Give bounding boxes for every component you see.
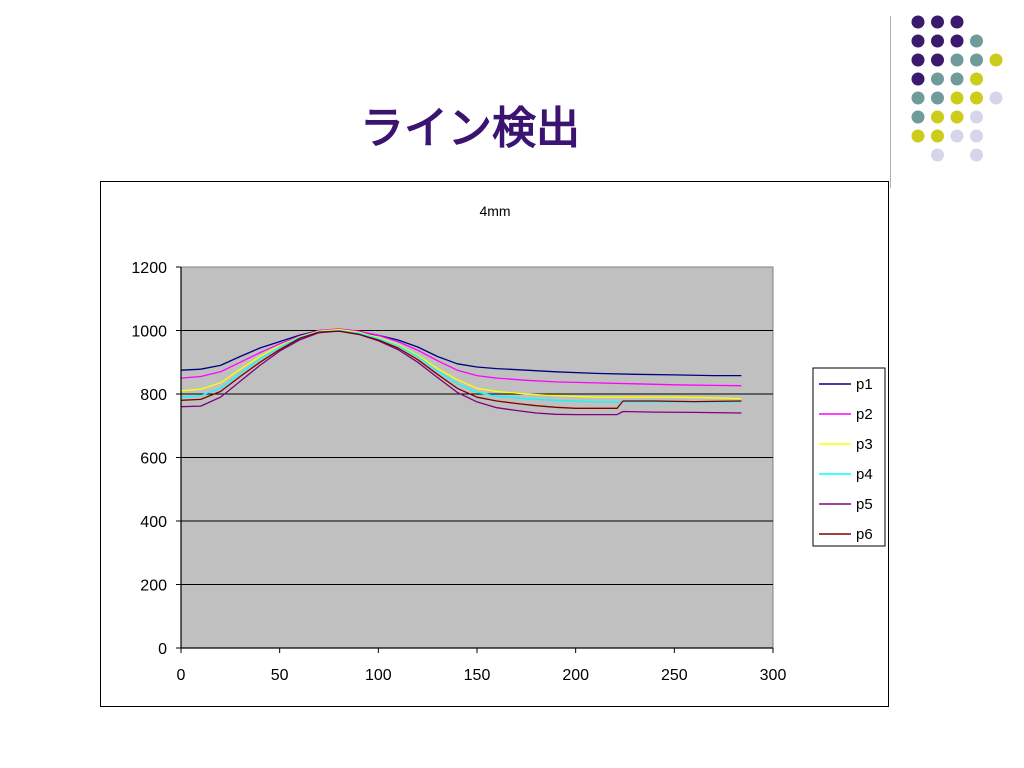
decorative-dot [950, 110, 964, 124]
legend: p1 p2 p3 p4 p5 p6 [812, 367, 886, 547]
decorative-dot [970, 53, 983, 67]
decorative-dot [970, 91, 983, 105]
decorative-dot [931, 148, 944, 162]
legend-label-p6: p6 [856, 526, 873, 543]
decorative-dot [911, 72, 925, 86]
y-tick-label: 400 [140, 514, 167, 531]
decorative-dot [911, 53, 925, 67]
legend-label-p4: p4 [856, 466, 873, 483]
decorative-dot [911, 129, 925, 143]
legend-box [812, 367, 886, 547]
y-tick-labels: 0 200 400 600 800 1000 1200 [131, 260, 167, 658]
series-line-p4 [180, 329, 742, 403]
decorative-dot [970, 148, 983, 162]
y-tick-label: 1200 [131, 260, 167, 277]
decorative-dot [989, 91, 1003, 105]
line-chart: 4mm 0 200 400 600 800 1000 1200 0 50 100 150 200 25… [131, 203, 886, 684]
decorative-dot [950, 34, 964, 48]
decorative-dot [970, 72, 983, 86]
series-line-p6 [180, 330, 742, 409]
x-tick-label: 200 [562, 667, 589, 684]
x-tick-label: 50 [271, 667, 289, 684]
decorative-dot [970, 110, 983, 124]
decorative-dot [931, 129, 944, 143]
legend-label-p5: p5 [856, 496, 873, 513]
x-tick-label: 150 [464, 667, 491, 684]
series-line-p1 [180, 328, 742, 377]
legend-label-p3: p3 [856, 436, 873, 453]
chart-title: 4mm [479, 203, 510, 219]
decorative-dot [931, 72, 944, 86]
x-tick-label: 100 [365, 667, 392, 684]
decorative-dot [989, 53, 1003, 67]
x-tick-label: 300 [760, 667, 787, 684]
decorative-dot [931, 53, 944, 67]
y-tick-label: 200 [140, 578, 167, 595]
x-tick-label: 0 [177, 667, 186, 684]
decorative-dot [931, 110, 944, 124]
legend-label-p1: p1 [856, 376, 873, 393]
decorative-dot [950, 91, 964, 105]
decorative-dot [931, 91, 944, 105]
gridlines [181, 330, 773, 585]
decorative-dot [970, 34, 983, 48]
divider-line [890, 16, 891, 188]
series-line-p3 [180, 328, 742, 400]
y-tick-label: 800 [140, 387, 167, 404]
decorative-dot [950, 129, 964, 143]
decorative-dot [950, 15, 964, 29]
decorative-dot [931, 15, 944, 29]
y-tick-label: 600 [140, 451, 167, 468]
decorative-dot [911, 34, 925, 48]
y-tick-label: 1000 [131, 324, 167, 341]
axes [176, 266, 774, 653]
decorative-dot [911, 110, 925, 124]
legend-label-p2: p2 [856, 406, 873, 423]
decorative-dot [950, 72, 964, 86]
decorative-dot [911, 15, 925, 29]
x-tick-label: 250 [661, 667, 688, 684]
chart-container: 4mm 0 200 400 600 800 1000 1200 0 50 100 150 200 25… [100, 181, 889, 707]
series-line-p2 [180, 328, 742, 387]
decorative-dot-grid [911, 15, 1003, 162]
decorative-dot [950, 53, 964, 67]
x-tick-labels: 0 50 100 150 200 250 300 [177, 667, 787, 684]
series-line-p5 [180, 330, 742, 416]
decorative-dot [970, 129, 983, 143]
y-tick-label: 0 [158, 641, 167, 658]
series-lines [180, 328, 742, 416]
decorative-dot [931, 34, 944, 48]
decorative-dot [911, 91, 925, 105]
slide-title: ライン検出 [360, 103, 580, 154]
